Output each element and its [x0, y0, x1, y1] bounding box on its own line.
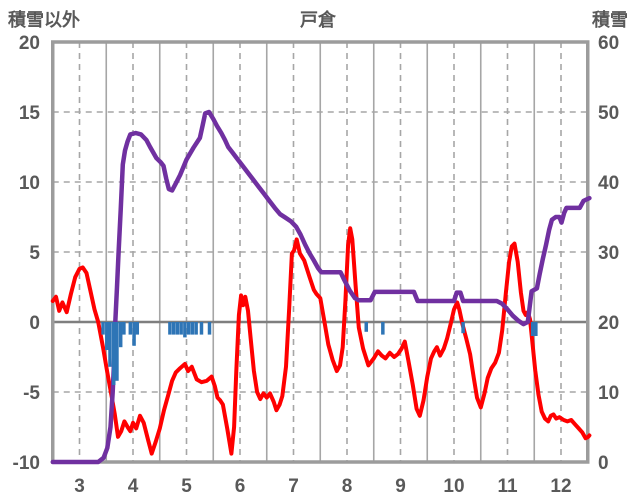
chart-title: 戸倉 [300, 10, 336, 30]
blue-bars [111, 322, 116, 385]
blue-bars [128, 322, 133, 335]
x-axis-tick: 7 [288, 476, 299, 497]
blue-bars [199, 322, 204, 335]
x-axis-tick: 10 [443, 476, 464, 497]
right-axis-tick: 30 [598, 243, 619, 264]
right-axis-tick: 10 [598, 383, 619, 404]
blue-bars [175, 322, 180, 335]
x-axis-tick: 6 [235, 476, 246, 497]
blue-bars [207, 322, 212, 335]
blue-bars [534, 322, 538, 336]
blue-bars [190, 322, 195, 335]
x-axis-tick: 11 [497, 476, 518, 497]
left-axis-tick: -5 [23, 383, 40, 404]
blue-bars [381, 322, 385, 335]
x-axis-tick: 9 [395, 476, 406, 497]
left-axis-tick: 20 [19, 33, 40, 54]
blue-bars [101, 322, 105, 335]
blue-bars [108, 322, 112, 367]
blue-bars [122, 322, 126, 335]
x-axis-tick: 8 [342, 476, 353, 497]
x-axis-tick: 3 [74, 476, 85, 497]
blue-bars [118, 322, 123, 348]
blue-bars [461, 322, 465, 334]
blue-bars [135, 322, 140, 335]
right-axis-tick: 0 [598, 453, 609, 474]
blue-bars [179, 322, 183, 335]
blue-bars [194, 322, 198, 335]
x-axis-tick: 4 [128, 476, 139, 497]
right-axis-tick: 50 [598, 103, 619, 124]
left-axis-tick: 0 [29, 313, 40, 334]
left-axis-tick: -10 [13, 453, 40, 474]
blue-bars [186, 322, 191, 335]
red-line [50, 226, 592, 456]
x-axis-tick: 5 [181, 476, 192, 497]
right-axis-title: 積雪 [592, 10, 628, 30]
blue-bars [171, 322, 176, 335]
left-axis-tick: 15 [19, 103, 41, 124]
blue-bars [115, 322, 119, 381]
left-axis-title: 積雪以外 [8, 10, 80, 30]
blue-bars [132, 322, 136, 346]
left-axis-tick: 5 [29, 243, 40, 264]
right-axis-tick: 20 [598, 313, 619, 334]
purple-line [50, 109, 592, 465]
right-axis-tick: 60 [598, 33, 619, 54]
x-axis-tick: 12 [550, 476, 571, 497]
right-axis-tick: 40 [598, 173, 619, 194]
blue-bars [183, 322, 187, 338]
blue-bars [168, 322, 172, 335]
blue-bars [530, 322, 535, 336]
left-axis-tick: 10 [19, 173, 40, 194]
plot-frame [51, 40, 590, 464]
blue-bars [105, 322, 109, 350]
blue-bars [364, 322, 369, 332]
